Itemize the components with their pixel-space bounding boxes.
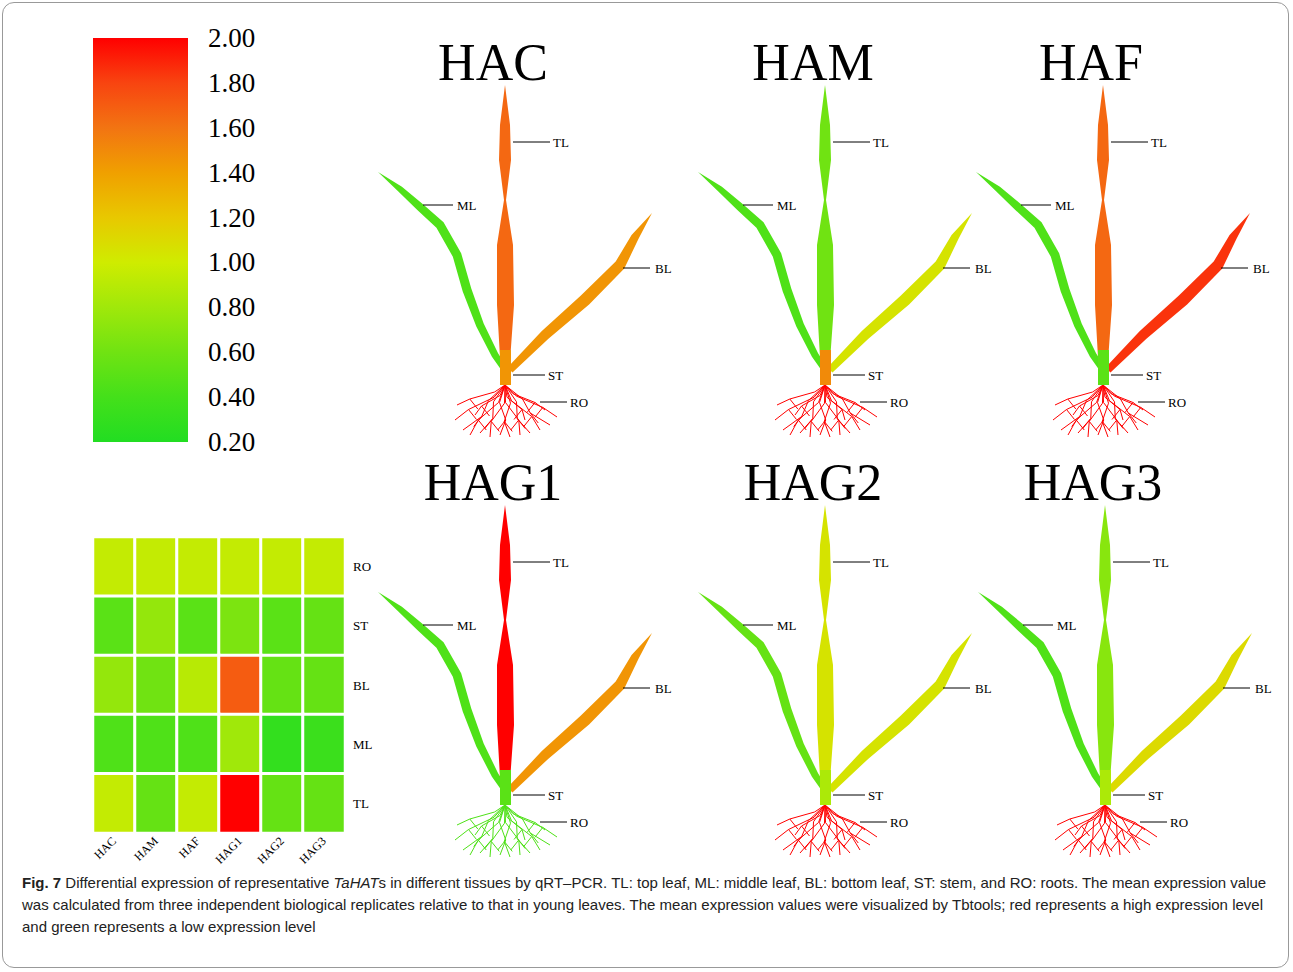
svg-text:ML: ML xyxy=(1055,198,1075,213)
svg-text:HAG1: HAG1 xyxy=(212,834,245,867)
svg-text:HAG3: HAG3 xyxy=(1024,454,1163,511)
svg-text:HAC: HAC xyxy=(91,834,119,862)
svg-text:BL: BL xyxy=(1253,261,1270,276)
svg-text:ST: ST xyxy=(868,788,883,803)
svg-text:RO: RO xyxy=(1170,815,1188,830)
svg-text:HAG2: HAG2 xyxy=(254,834,287,867)
svg-text:ML: ML xyxy=(353,737,373,752)
svg-text:ML: ML xyxy=(1057,618,1077,633)
svg-text:TL: TL xyxy=(553,135,569,150)
svg-text:ML: ML xyxy=(457,618,477,633)
svg-text:RO: RO xyxy=(1168,395,1186,410)
svg-text:1.40: 1.40 xyxy=(208,158,255,188)
svg-text:1.20: 1.20 xyxy=(208,203,255,233)
svg-text:ST: ST xyxy=(353,618,368,633)
svg-text:ST: ST xyxy=(548,788,563,803)
svg-text:ML: ML xyxy=(777,618,797,633)
svg-text:HAG1: HAG1 xyxy=(424,454,563,511)
svg-text:BL: BL xyxy=(353,678,370,693)
svg-text:0.60: 0.60 xyxy=(208,337,255,367)
svg-text:RO: RO xyxy=(890,815,908,830)
svg-text:RO: RO xyxy=(570,395,588,410)
svg-text:BL: BL xyxy=(655,681,672,696)
svg-text:1.80: 1.80 xyxy=(208,68,255,98)
svg-text:RO: RO xyxy=(353,559,371,574)
svg-text:BL: BL xyxy=(975,261,992,276)
svg-text:BL: BL xyxy=(655,261,672,276)
svg-text:HAG2: HAG2 xyxy=(744,454,883,511)
svg-text:ML: ML xyxy=(457,198,477,213)
svg-text:RO: RO xyxy=(570,815,588,830)
svg-text:HAC: HAC xyxy=(438,34,548,91)
svg-text:TL: TL xyxy=(353,796,369,811)
svg-text:HAG3: HAG3 xyxy=(296,834,329,867)
svg-text:HAF: HAF xyxy=(176,834,203,861)
svg-text:ST: ST xyxy=(1146,368,1161,383)
svg-text:ML: ML xyxy=(777,198,797,213)
svg-text:ST: ST xyxy=(1148,788,1163,803)
svg-text:TL: TL xyxy=(873,135,889,150)
svg-text:TL: TL xyxy=(553,555,569,570)
svg-text:RO: RO xyxy=(890,395,908,410)
svg-text:0.80: 0.80 xyxy=(208,292,255,322)
svg-text:BL: BL xyxy=(1255,681,1272,696)
svg-text:HAF: HAF xyxy=(1039,34,1143,91)
svg-text:1.60: 1.60 xyxy=(208,113,255,143)
svg-text:BL: BL xyxy=(975,681,992,696)
svg-text:2.00: 2.00 xyxy=(208,23,255,53)
svg-text:TL: TL xyxy=(873,555,889,570)
svg-text:TL: TL xyxy=(1153,555,1169,570)
svg-text:TL: TL xyxy=(1151,135,1167,150)
svg-text:0.40: 0.40 xyxy=(208,382,255,412)
html-text:Fig. 7 Differential expression: Fig. 7 Differential expression of repres… xyxy=(22,874,1267,935)
svg-text:1.00: 1.00 xyxy=(208,247,255,277)
svg-text:ST: ST xyxy=(868,368,883,383)
svg-text:0.20: 0.20 xyxy=(208,427,255,457)
svg-text:ST: ST xyxy=(548,368,563,383)
svg-text:HAM: HAM xyxy=(131,834,161,864)
svg-text:HAM: HAM xyxy=(752,34,873,91)
